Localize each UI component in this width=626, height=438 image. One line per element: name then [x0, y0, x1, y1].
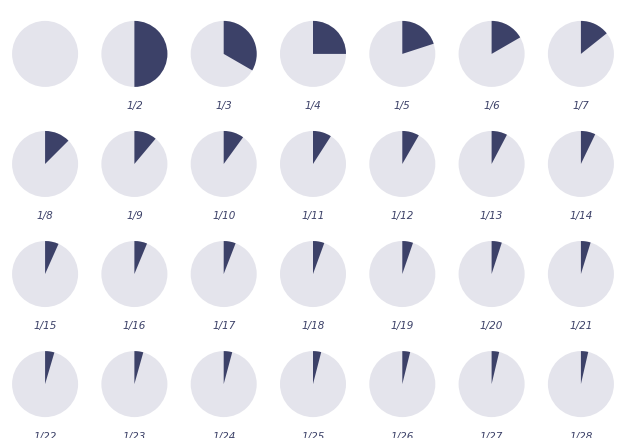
Text: 1/28: 1/28: [569, 431, 593, 438]
Wedge shape: [581, 241, 591, 274]
Circle shape: [191, 21, 257, 87]
Wedge shape: [45, 131, 68, 164]
Text: 1/12: 1/12: [391, 212, 414, 221]
Circle shape: [280, 21, 346, 87]
Circle shape: [191, 131, 257, 197]
Text: 1/22: 1/22: [33, 431, 57, 438]
Text: 1/19: 1/19: [391, 321, 414, 332]
Text: 1/27: 1/27: [480, 431, 503, 438]
Circle shape: [280, 351, 346, 417]
Circle shape: [101, 241, 167, 307]
Circle shape: [548, 21, 614, 87]
Circle shape: [459, 131, 525, 197]
Circle shape: [191, 241, 257, 307]
Text: 1/6: 1/6: [483, 101, 500, 111]
Wedge shape: [491, 351, 499, 384]
Wedge shape: [403, 131, 419, 164]
Text: 1/24: 1/24: [212, 431, 235, 438]
Wedge shape: [403, 21, 434, 54]
Circle shape: [548, 351, 614, 417]
Wedge shape: [581, 21, 607, 54]
Circle shape: [101, 351, 167, 417]
Wedge shape: [313, 131, 331, 164]
Text: 1/23: 1/23: [123, 431, 146, 438]
Circle shape: [280, 241, 346, 307]
Circle shape: [12, 241, 78, 307]
Circle shape: [459, 351, 525, 417]
Circle shape: [369, 351, 435, 417]
Text: 1/7: 1/7: [573, 101, 589, 111]
Text: 1/18: 1/18: [301, 321, 325, 332]
Wedge shape: [313, 21, 346, 54]
Wedge shape: [491, 131, 507, 164]
Wedge shape: [223, 21, 257, 71]
Wedge shape: [581, 131, 595, 164]
Text: 1/2: 1/2: [126, 101, 143, 111]
Circle shape: [101, 21, 167, 87]
Wedge shape: [403, 351, 410, 384]
Wedge shape: [45, 241, 58, 274]
Circle shape: [12, 21, 78, 87]
Text: 1/21: 1/21: [569, 321, 593, 332]
Wedge shape: [135, 241, 147, 274]
Text: 1/3: 1/3: [215, 101, 232, 111]
Wedge shape: [491, 241, 502, 274]
Text: 1/25: 1/25: [301, 431, 325, 438]
Text: 1/11: 1/11: [301, 212, 325, 221]
Circle shape: [459, 241, 525, 307]
Circle shape: [369, 131, 435, 197]
Text: 1/5: 1/5: [394, 101, 411, 111]
Circle shape: [191, 351, 257, 417]
Wedge shape: [223, 351, 232, 384]
Text: 1/8: 1/8: [37, 212, 53, 221]
Wedge shape: [313, 351, 321, 384]
Circle shape: [548, 241, 614, 307]
Text: 1/4: 1/4: [305, 101, 321, 111]
Circle shape: [548, 131, 614, 197]
Circle shape: [280, 131, 346, 197]
Wedge shape: [581, 351, 588, 384]
Text: 1/17: 1/17: [212, 321, 235, 332]
Wedge shape: [313, 241, 324, 274]
Text: 1/15: 1/15: [33, 321, 57, 332]
Text: 1/13: 1/13: [480, 212, 503, 221]
Wedge shape: [223, 131, 243, 164]
Circle shape: [12, 131, 78, 197]
Wedge shape: [135, 131, 156, 164]
Text: 1/20: 1/20: [480, 321, 503, 332]
Circle shape: [369, 21, 435, 87]
Circle shape: [459, 21, 525, 87]
Wedge shape: [403, 241, 413, 274]
Wedge shape: [135, 351, 143, 384]
Wedge shape: [223, 241, 235, 274]
Text: 1/9: 1/9: [126, 212, 143, 221]
Circle shape: [369, 241, 435, 307]
Wedge shape: [45, 351, 54, 384]
Wedge shape: [491, 21, 520, 54]
Circle shape: [101, 131, 167, 197]
Circle shape: [12, 351, 78, 417]
Text: 1/10: 1/10: [212, 212, 235, 221]
Wedge shape: [135, 21, 167, 87]
Text: 1/26: 1/26: [391, 431, 414, 438]
Text: 1/14: 1/14: [569, 212, 593, 221]
Text: 1/16: 1/16: [123, 321, 146, 332]
